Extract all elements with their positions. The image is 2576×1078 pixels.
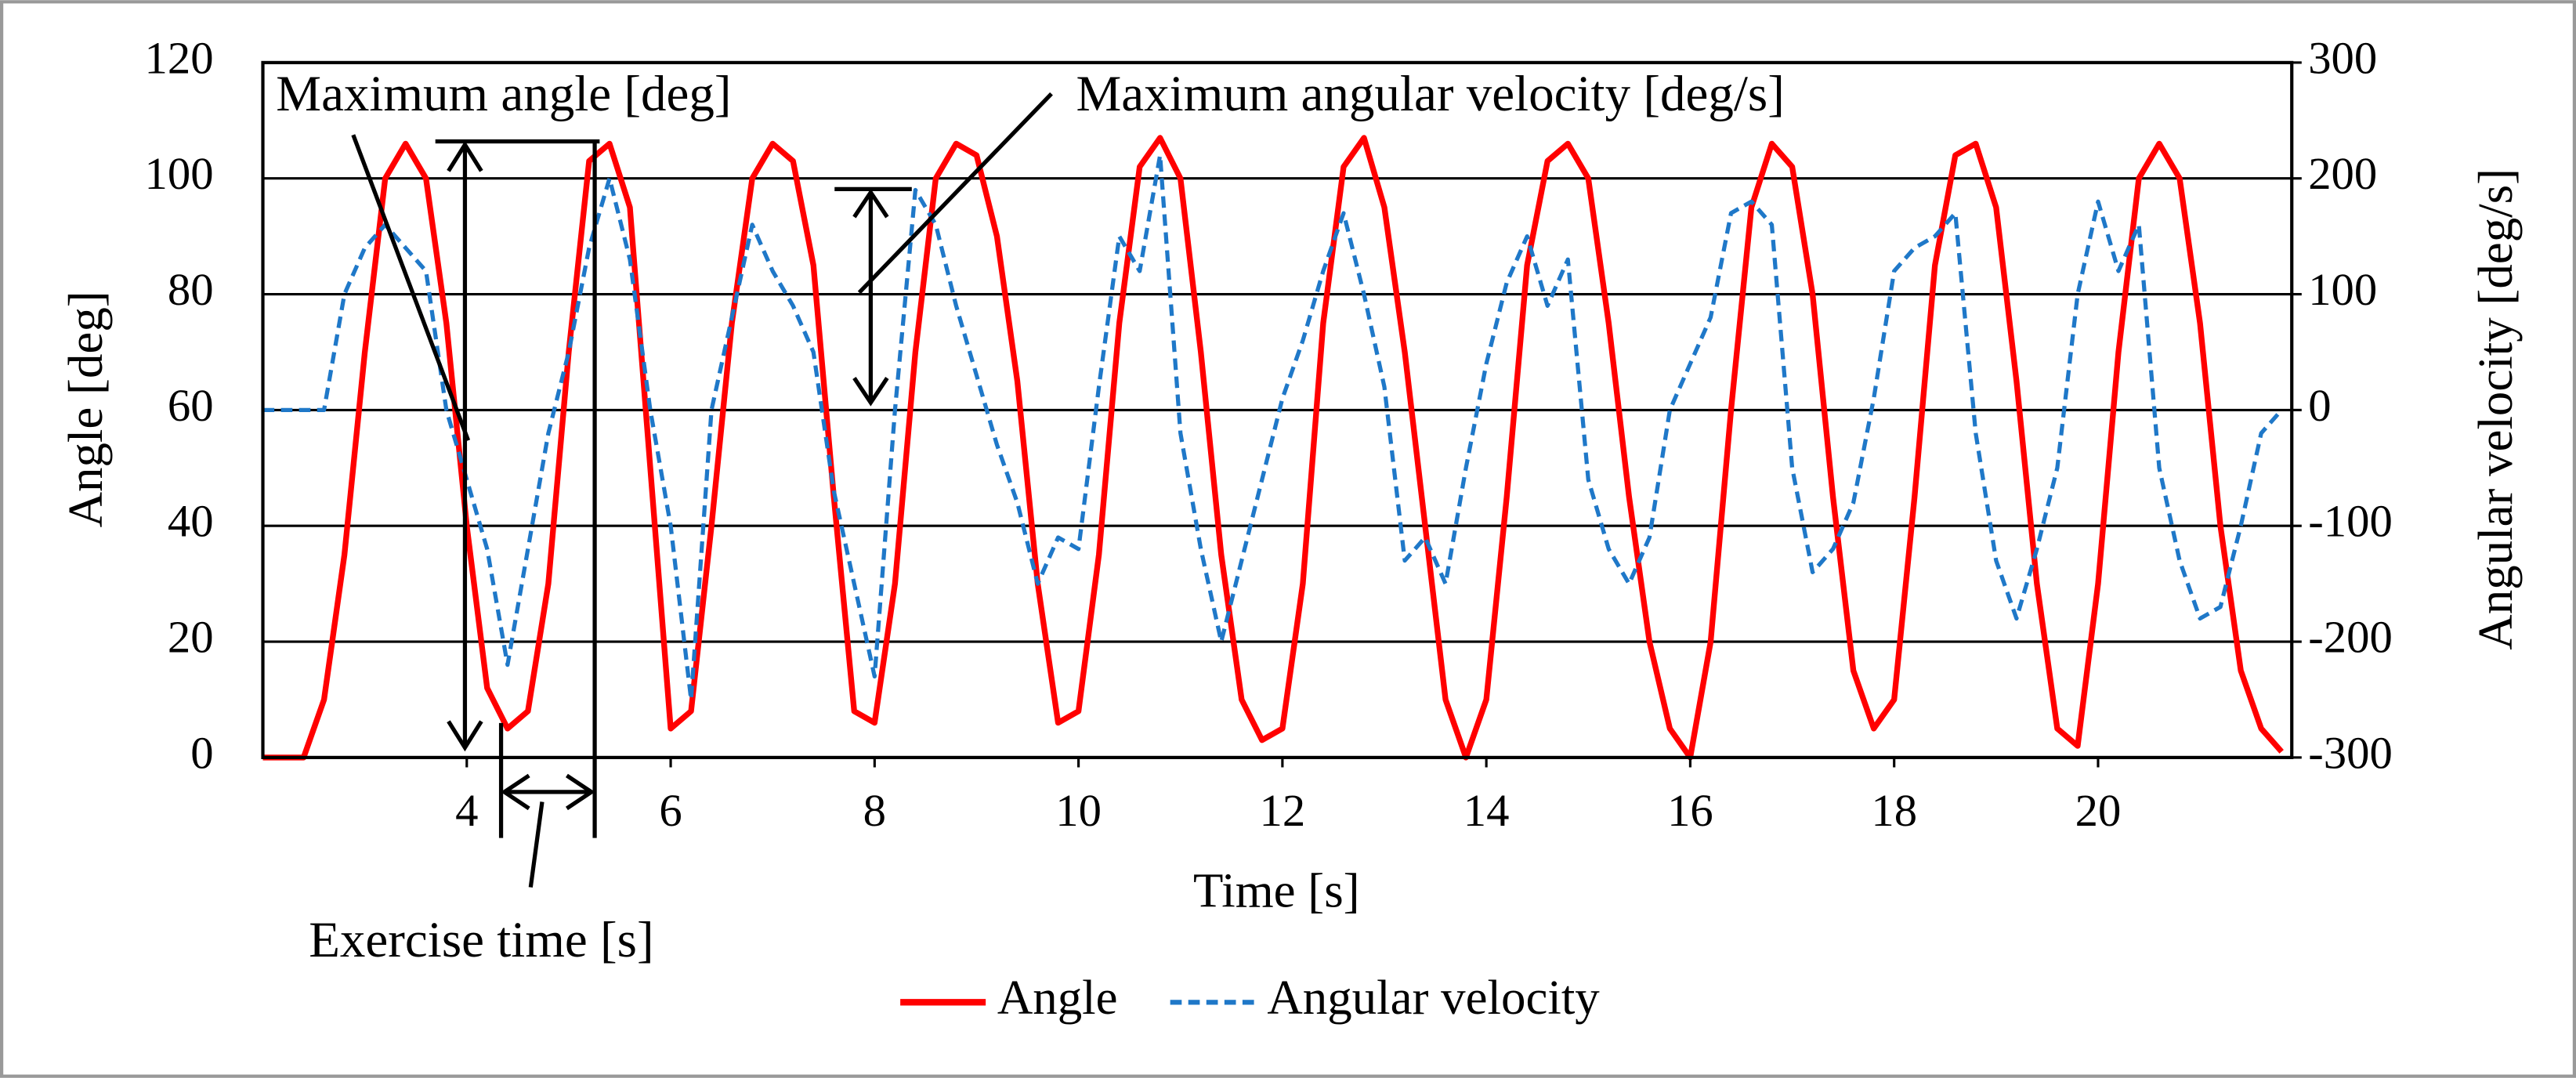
arrowheads [447,140,483,752]
x-tick-label: 18 [1871,785,1917,836]
annotation: Maximum angle [deg] [276,66,731,122]
arrowheads [852,188,889,407]
y2-tick-label: 200 [2308,148,2377,199]
x-tick-label: 6 [659,785,682,836]
series-line [262,153,2284,702]
x-tick-label: 4 [455,785,478,836]
plot [262,135,2284,761]
leader [857,92,1053,295]
y-tick-label: 80 [168,264,214,315]
x-tick-label: 16 [1667,785,1713,836]
y-tick-label: 0 [190,727,213,778]
leader [351,134,471,442]
x-tick-label: 14 [1463,785,1510,836]
y2-tick-label: -100 [2308,496,2393,547]
x-tick-label: 8 [863,785,886,836]
legend: Angle Angular velocity [900,970,1600,1025]
x-tick-label: 20 [2075,785,2122,836]
y2-tick-label: 300 [2308,32,2377,83]
series-line [262,135,2284,761]
y2-tick-label: 0 [2308,380,2331,431]
y2-tick-label: 100 [2308,264,2377,315]
legend-label: Angle [997,970,1118,1025]
annotation: Exercise time [s] [309,912,653,968]
x-tick-label: 12 [1260,785,1306,836]
annotation: Maximum angular velocity [deg/s] [1076,66,1784,122]
annotation-arrows [351,92,1053,888]
y2-axis-title: Angular velocity [deg/s] [2468,168,2523,650]
x-tick-label: 10 [1055,785,1102,836]
y-tick-label: 20 [168,612,214,663]
y-tick-label: 100 [145,148,214,199]
y-tick-label: 120 [145,32,214,83]
y-tick-label: 40 [168,496,214,547]
y2-tick-label: -200 [2308,612,2393,663]
y-tick-label: 60 [168,380,214,431]
y2-tick-label: -300 [2308,727,2393,778]
x-axis-title: Time [s] [1193,863,1360,917]
leader [528,801,545,888]
arrowheads [501,773,595,811]
legend-label: Angular velocity [1267,970,1600,1025]
y-axis-title: Angle [deg] [58,291,113,527]
